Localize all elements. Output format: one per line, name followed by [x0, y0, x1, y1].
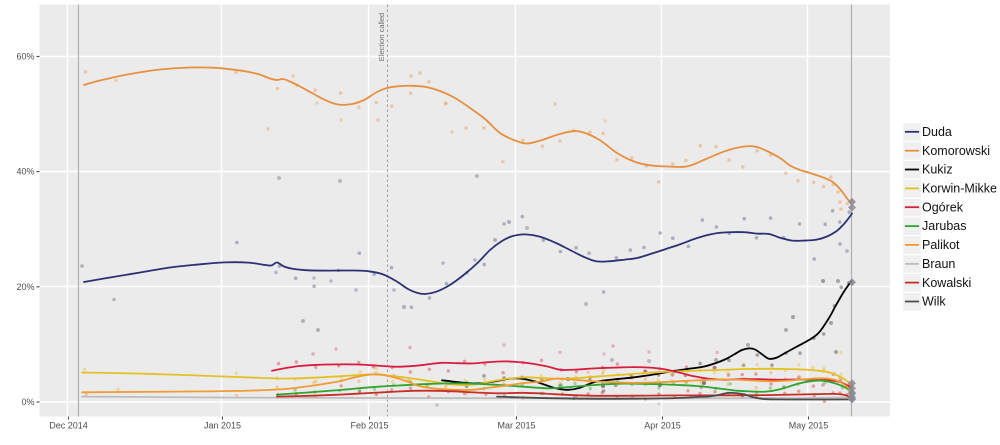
svg-text:40%: 40% [16, 167, 34, 177]
svg-text:Feb 2015: Feb 2015 [350, 421, 388, 431]
svg-text:Duda: Duda [922, 125, 952, 139]
svg-text:Jan 2015: Jan 2015 [204, 421, 241, 431]
svg-text:Kukiz: Kukiz [922, 163, 953, 177]
svg-text:Kowalski: Kowalski [922, 276, 971, 290]
svg-text:20%: 20% [16, 282, 34, 292]
svg-text:Palikot: Palikot [922, 238, 960, 252]
svg-text:Korwin-Mikke: Korwin-Mikke [922, 182, 997, 196]
svg-text:Wilk: Wilk [922, 295, 946, 309]
svg-text:May 2015: May 2015 [789, 421, 829, 431]
svg-text:Mar 2015: Mar 2015 [497, 421, 535, 431]
svg-text:Komorowski: Komorowski [922, 144, 990, 158]
svg-text:Ogórek: Ogórek [922, 200, 964, 214]
svg-text:Dec 2014: Dec 2014 [49, 421, 88, 431]
svg-text:Election called: Election called [377, 13, 386, 61]
svg-text:Apr 2015: Apr 2015 [644, 421, 681, 431]
svg-text:Jarubas: Jarubas [922, 219, 966, 233]
svg-text:60%: 60% [16, 51, 34, 61]
svg-text:0%: 0% [21, 397, 34, 407]
svg-text:Braun: Braun [922, 257, 955, 271]
